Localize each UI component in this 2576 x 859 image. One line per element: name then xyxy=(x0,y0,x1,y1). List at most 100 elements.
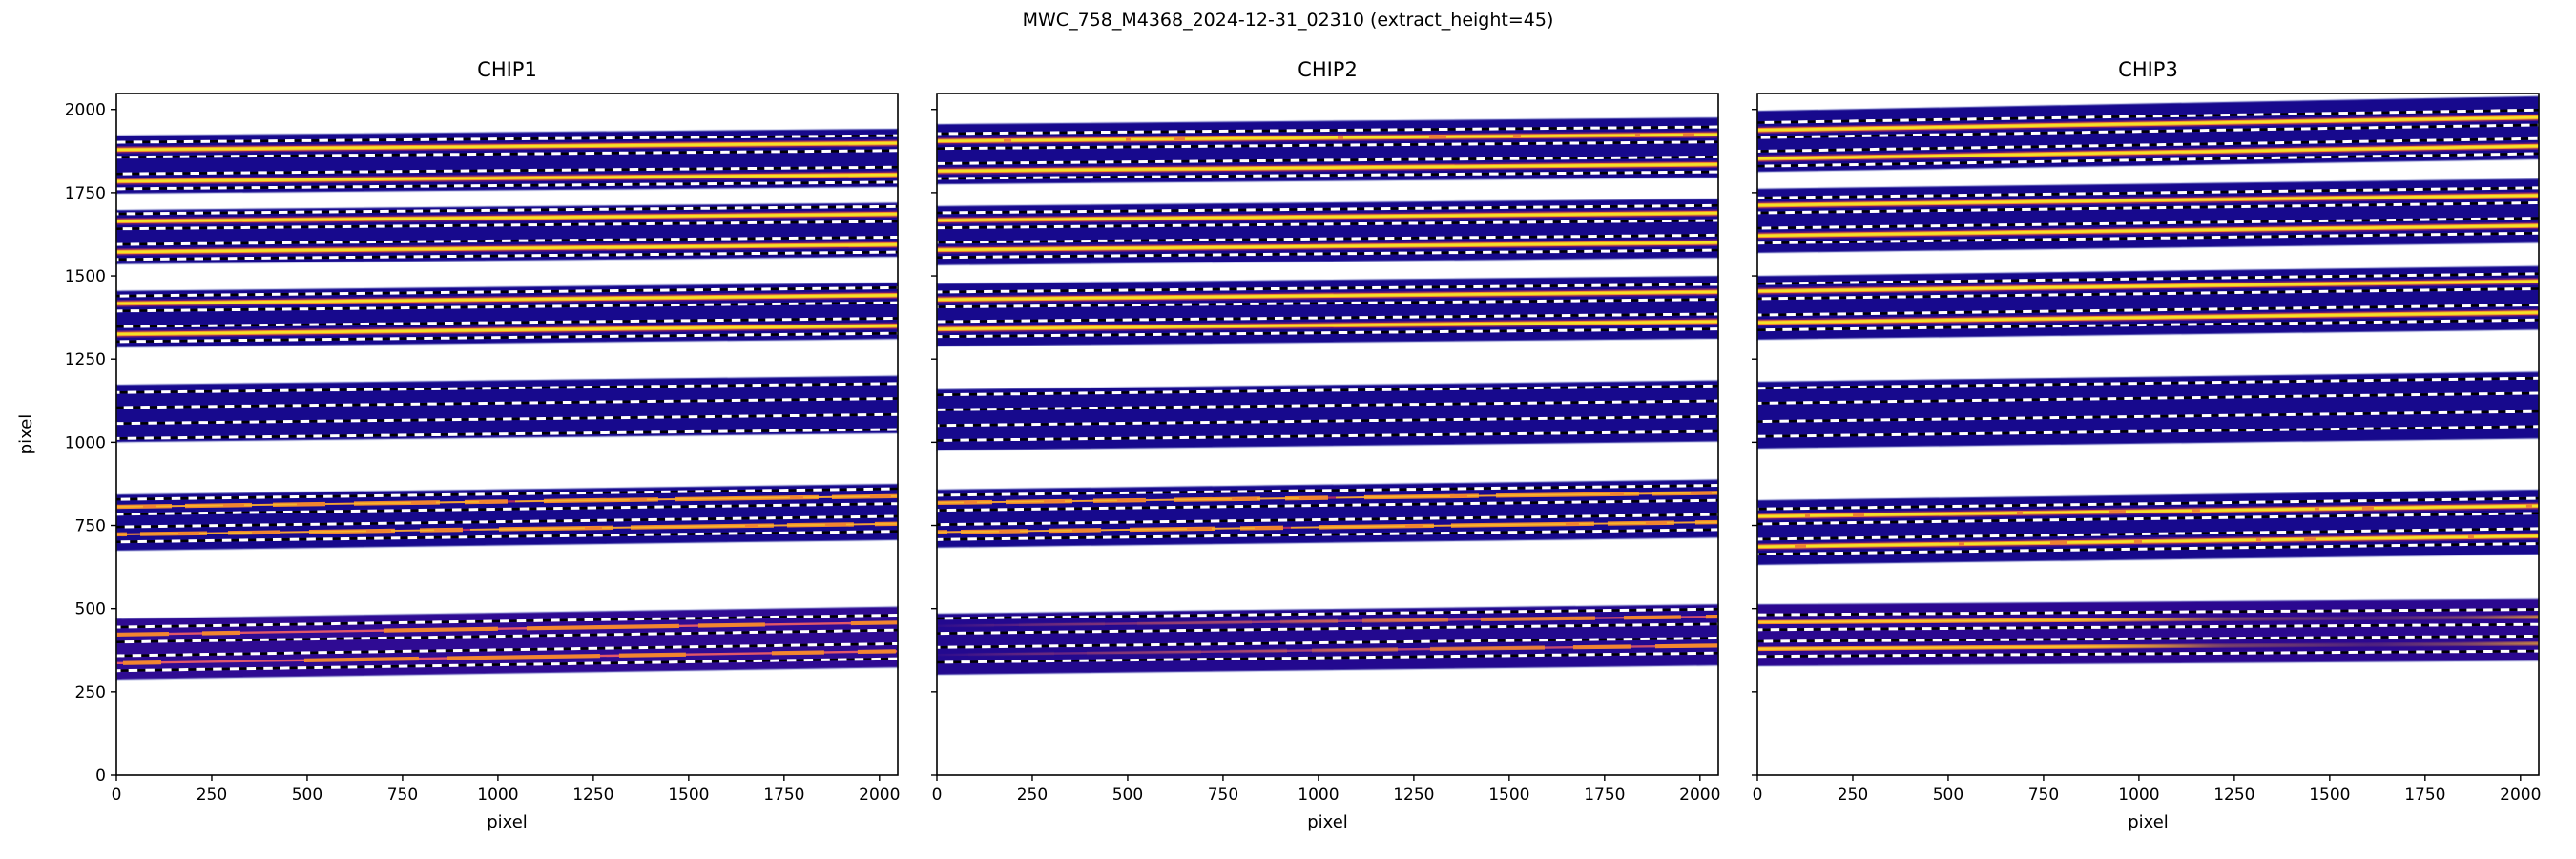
trace-line xyxy=(1756,311,2540,325)
extraction-boundary xyxy=(1756,186,2540,199)
x-tick-label: 1000 xyxy=(477,786,518,805)
extraction-boundary xyxy=(936,637,1719,649)
extraction-boundary xyxy=(936,155,1719,165)
extraction-boundary xyxy=(936,283,1719,294)
extraction-boundary xyxy=(115,428,899,440)
extraction-boundary xyxy=(1756,649,2540,659)
trace-line xyxy=(1756,280,2540,293)
extraction-boundary xyxy=(1756,391,2540,405)
extraction-boundary xyxy=(1756,622,2540,632)
extraction-boundary xyxy=(936,233,1719,244)
chip2-plot-area: 0 250 500 750 1000 1250 1500 1750 2000 xyxy=(931,93,1720,805)
extraction-boundary xyxy=(115,628,899,644)
trace-line xyxy=(1756,224,2540,238)
extraction-boundary xyxy=(936,513,1719,527)
chip1-plot-area: 0 250 500 750 1000 1250 1500 1750 2000 0 250 500 750… xyxy=(65,93,900,805)
trace-line xyxy=(1756,144,2540,160)
x-tick-label: 1250 xyxy=(1393,786,1434,805)
extraction-boundary xyxy=(115,204,899,216)
extraction-boundary xyxy=(1756,425,2540,438)
trace-line xyxy=(936,521,1719,534)
extraction-boundary xyxy=(1756,304,2540,317)
extraction-boundary xyxy=(1756,512,2540,526)
extraction-boundary xyxy=(1756,123,2540,139)
chip2-xlabel: pixel xyxy=(1307,812,1348,832)
y-tick-label: 750 xyxy=(75,517,106,536)
x-tick-label: 1750 xyxy=(1584,786,1625,805)
chip2-title: CHIP2 xyxy=(1298,58,1358,81)
x-tick-label: 1750 xyxy=(2404,786,2445,805)
chip1-title: CHIP1 xyxy=(477,58,537,81)
x-tick-label: 2000 xyxy=(859,786,900,805)
y-axis-label: pixel xyxy=(16,413,36,455)
extraction-boundary xyxy=(115,397,899,409)
extraction-boundary xyxy=(1756,152,2540,168)
x-tick-label: 750 xyxy=(387,786,418,805)
x-tick-label: 250 xyxy=(1838,786,1868,805)
extraction-boundary xyxy=(936,430,1719,442)
extraction-boundary xyxy=(115,502,899,516)
x-tick-label: 2000 xyxy=(1679,786,1720,805)
extraction-boundary xyxy=(115,301,899,313)
extraction-boundary xyxy=(936,384,1719,397)
extraction-boundary xyxy=(936,248,1719,260)
extraction-boundary xyxy=(1756,201,2540,215)
trace-line xyxy=(1756,115,2540,132)
x-tick-label: 250 xyxy=(1017,786,1048,805)
axes-frame xyxy=(115,93,899,776)
x-tick-label: 500 xyxy=(292,786,322,805)
extraction-boundary xyxy=(115,149,899,159)
extraction-boundary xyxy=(115,134,899,144)
trace-line xyxy=(1756,194,2540,207)
extraction-boundary xyxy=(115,317,899,328)
extraction-boundary xyxy=(1756,272,2540,285)
extraction-boundary xyxy=(115,165,899,176)
x-tick-label: 1250 xyxy=(572,786,613,805)
x-tick-label: 1500 xyxy=(668,786,709,805)
extraction-boundary xyxy=(115,331,899,344)
extraction-boundary xyxy=(1756,634,2540,643)
extraction-boundary xyxy=(936,399,1719,411)
x-tick-label: 750 xyxy=(2028,786,2059,805)
y-tick-label: 250 xyxy=(75,683,106,702)
extraction-boundary xyxy=(115,412,899,426)
trace-line xyxy=(936,614,1719,628)
trace-line xyxy=(115,141,899,152)
extraction-boundary xyxy=(936,528,1719,541)
extraction-boundary xyxy=(936,607,1719,620)
trace-line xyxy=(936,492,1719,504)
chip3-title: CHIP3 xyxy=(2118,58,2178,81)
trace-line xyxy=(1756,534,2540,549)
chip3-xlabel: pixel xyxy=(2128,812,2169,832)
chip1-xlabel: pixel xyxy=(487,812,528,832)
x-tick-label: 2000 xyxy=(2500,786,2541,805)
trace-line xyxy=(936,133,1719,143)
chip3-plot-area: 0 250 500 750 1000 1250 1500 1750 2000 xyxy=(1752,93,2541,805)
extraction-boundary xyxy=(115,613,899,629)
extraction-boundary xyxy=(936,219,1719,230)
extraction-boundary xyxy=(115,382,899,394)
y-tick-label: 1000 xyxy=(65,433,106,452)
trace-line xyxy=(936,643,1719,658)
extraction-boundary xyxy=(115,235,899,246)
x-tick-label: 500 xyxy=(1112,786,1143,805)
x-tick-label: 0 xyxy=(1753,786,1763,805)
extraction-boundary xyxy=(936,414,1719,428)
x-tick-label: 1750 xyxy=(763,786,804,805)
trace-line xyxy=(115,293,899,305)
trace-line xyxy=(115,212,899,223)
x-tick-label: 1500 xyxy=(2309,786,2350,805)
trace-line xyxy=(1756,504,2540,518)
trace-line xyxy=(115,621,899,637)
extraction-boundary xyxy=(936,170,1719,180)
x-tick-label: 0 xyxy=(112,786,122,805)
y-tick-label: 2000 xyxy=(65,101,106,120)
x-tick-label: 250 xyxy=(197,786,227,805)
axes-frame xyxy=(1756,93,2540,776)
extraction-boundary xyxy=(1756,108,2540,125)
extraction-boundary xyxy=(115,180,899,191)
trace-line xyxy=(1756,642,2540,650)
figure-title: MWC_758_M4368_2024-12-31_02310 (extract_… xyxy=(1022,10,1554,31)
extraction-boundary xyxy=(1756,376,2540,390)
extraction-boundary xyxy=(1756,409,2540,424)
